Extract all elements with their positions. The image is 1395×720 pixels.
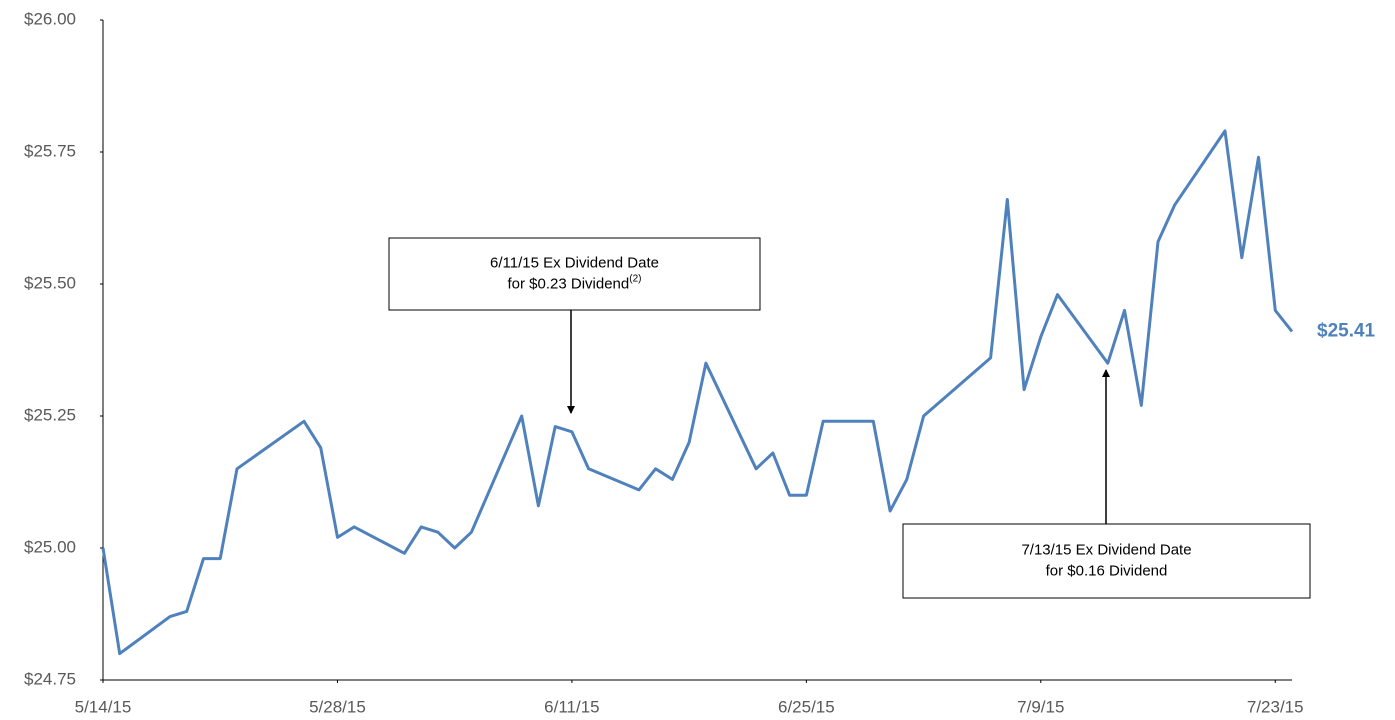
annotation-box [902,523,1311,599]
annotation-text: for $0.23 Dividend(2) [508,273,642,292]
annotation-line: 7/13/15 Ex Dividend Date [1021,541,1191,558]
annotation-line: for $0.16 Dividend [1046,562,1168,579]
y-tick-label: $26.00 [24,9,76,28]
annotation-text: for $0.16 Dividend [1046,562,1168,579]
last-value-label: $25.41 [1317,321,1376,342]
annotation-line: 6/11/15 Ex Dividend Date [490,254,659,271]
y-tick-label: $25.25 [24,405,76,424]
x-tick-label: 7/9/15 [1017,697,1064,716]
y-tick-label: $25.50 [24,273,76,292]
x-tick-label: 6/11/15 [544,697,599,716]
annotation-text: 6/11/15 Ex Dividend Date [490,254,659,271]
annotation: 7/13/15 Ex Dividend Date for $0.16 Divide… [902,369,1311,599]
x-tick-label: 5/28/15 [309,697,366,716]
price-line [101,129,1294,656]
annotation-line: for $0.23 Dividend [508,275,630,292]
y-tick-label: $25.00 [24,537,76,556]
y-tick-label: $24.75 [24,669,76,688]
x-tick-label: 7/23/15 [1247,697,1304,716]
annotation-superscript: (2) [629,273,641,284]
annotation-text: 7/13/15 Ex Dividend Date [1021,541,1191,558]
x-tick-label: 5/14/15 [75,697,132,716]
annotation: 6/11/15 Ex Dividend Date for $0.23 Divide… [388,237,761,414]
x-tick-label: 6/25/15 [778,697,835,716]
y-tick-label: $25.75 [24,141,76,160]
annotation-box [388,237,761,311]
